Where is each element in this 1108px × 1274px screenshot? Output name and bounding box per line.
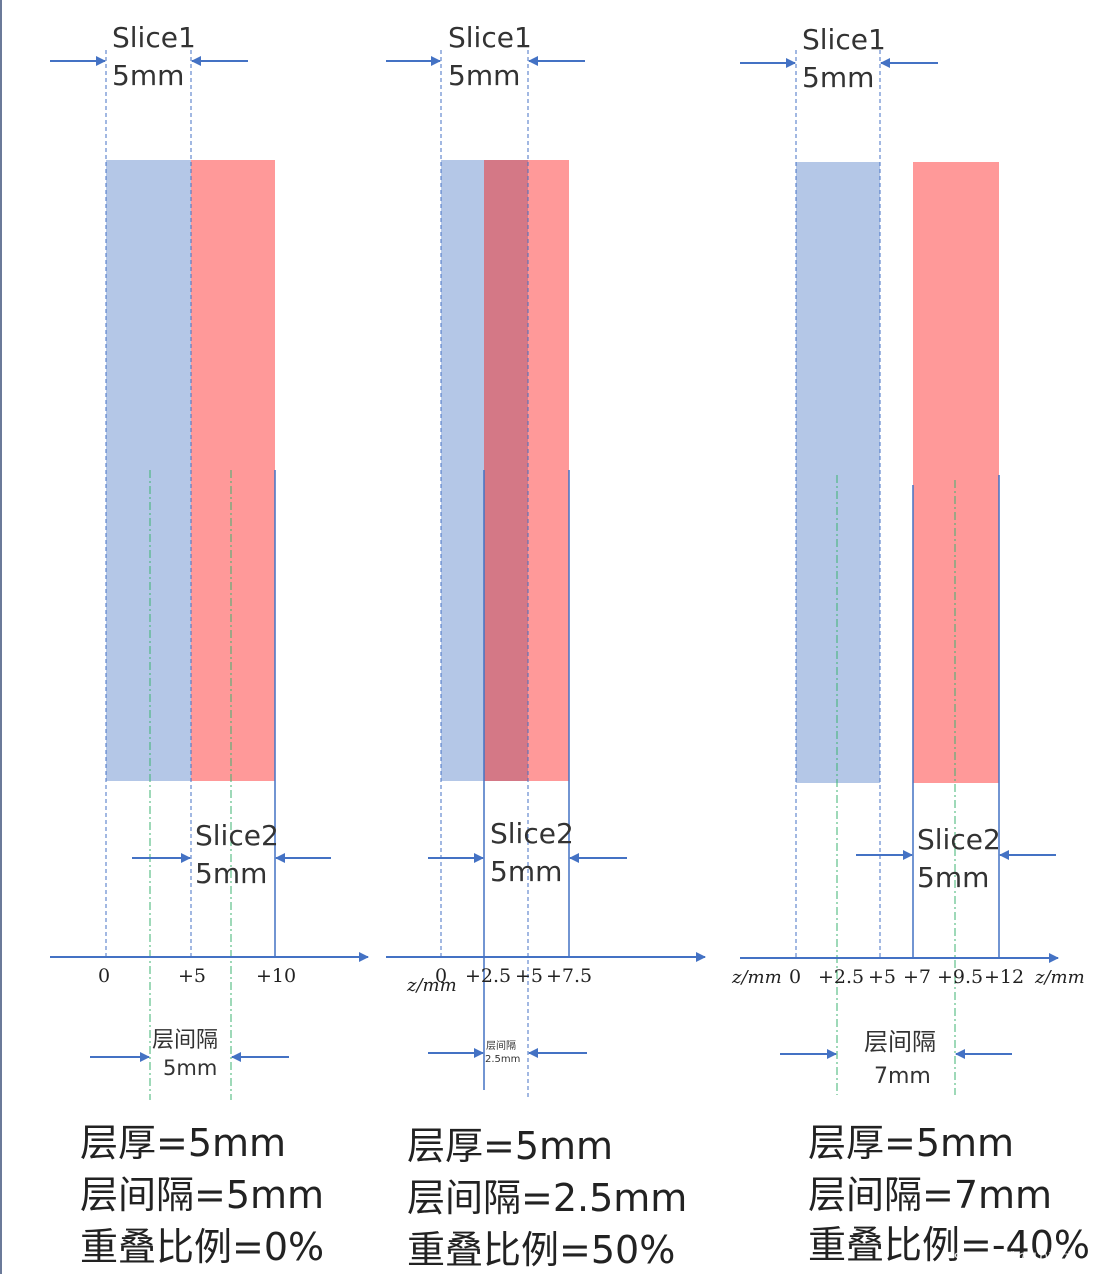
gap-label: 层间隔 (486, 1039, 516, 1052)
summary-gap: 层间隔=7mm (808, 1173, 1052, 1217)
panel-1: Slice1 5mm Slice2 5mm 0 +5 +10 层间隔 5mm 层… (50, 21, 369, 1269)
axis-label-left: z/mm (731, 967, 782, 988)
tick-label: +12 (984, 966, 1024, 988)
slice1-label: Slice1 (802, 23, 886, 56)
summary-gap: 层间隔=2.5mm (407, 1176, 687, 1220)
slice1-size: 5mm (448, 59, 520, 92)
summary-thickness: 层厚=5mm (808, 1121, 1014, 1165)
tick-label: +5 (178, 965, 206, 987)
gap-size: 7mm (874, 1064, 931, 1089)
slice1-size: 5mm (112, 59, 184, 92)
watermark: CSDN @贰の10次方 (944, 1250, 1076, 1267)
tick-label: +9.5 (937, 966, 983, 988)
tick-label: 0 (435, 965, 447, 987)
overlap-block (484, 160, 528, 781)
summary-thickness: 层厚=5mm (407, 1124, 613, 1168)
summary-overlap: 重叠比例=50% (407, 1228, 675, 1272)
slice2-label: Slice2 (490, 817, 574, 850)
tick-label: +5 (868, 966, 896, 988)
summary-thickness: 层厚=5mm (80, 1121, 286, 1165)
slice2-size: 5mm (917, 861, 989, 894)
slice2-block (191, 160, 275, 781)
tick-label: 0 (98, 965, 110, 987)
slice2-block (913, 162, 999, 783)
slice2-label: Slice2 (917, 823, 1001, 856)
slice1-label: Slice1 (448, 21, 532, 54)
slice1-label: Slice1 (112, 21, 196, 54)
gap-label: 层间隔 (152, 1028, 218, 1053)
slice1-block (106, 160, 191, 781)
summary-overlap: 重叠比例=0% (80, 1225, 324, 1269)
slice2-size: 5mm (490, 855, 562, 888)
tick-label: +7 (903, 966, 931, 988)
tick-label: +5 (515, 965, 543, 987)
gap-size: 2.5mm (485, 1054, 520, 1065)
axis-label: z/mm (406, 975, 457, 996)
summary-overlap: 重叠比例=-40% (808, 1223, 1090, 1267)
slice2-size: 5mm (195, 857, 267, 890)
panel-2: Slice1 5mm Slice2 5mm 0 +2.5 +5 +7.5 z/m… (386, 21, 706, 1272)
tick-label: +7.5 (546, 965, 592, 987)
tick-label: +2.5 (465, 965, 511, 987)
slice1-block (796, 162, 880, 783)
tick-label: 0 (789, 966, 801, 988)
gap-size: 5mm (163, 1056, 217, 1080)
slice1-size: 5mm (802, 61, 874, 94)
summary-gap: 层间隔=5mm (80, 1173, 324, 1217)
tick-label: +10 (256, 965, 296, 987)
tick-label: +2.5 (818, 966, 864, 988)
slice2-block (528, 160, 569, 781)
axis-label-right: z/mm (1034, 967, 1085, 988)
panel-3: Slice1 5mm Slice2 5mm z/mm 0 +2.5 +5 +7 … (731, 23, 1090, 1267)
gap-label: 层间隔 (864, 1028, 936, 1056)
slice2-label: Slice2 (195, 819, 279, 852)
